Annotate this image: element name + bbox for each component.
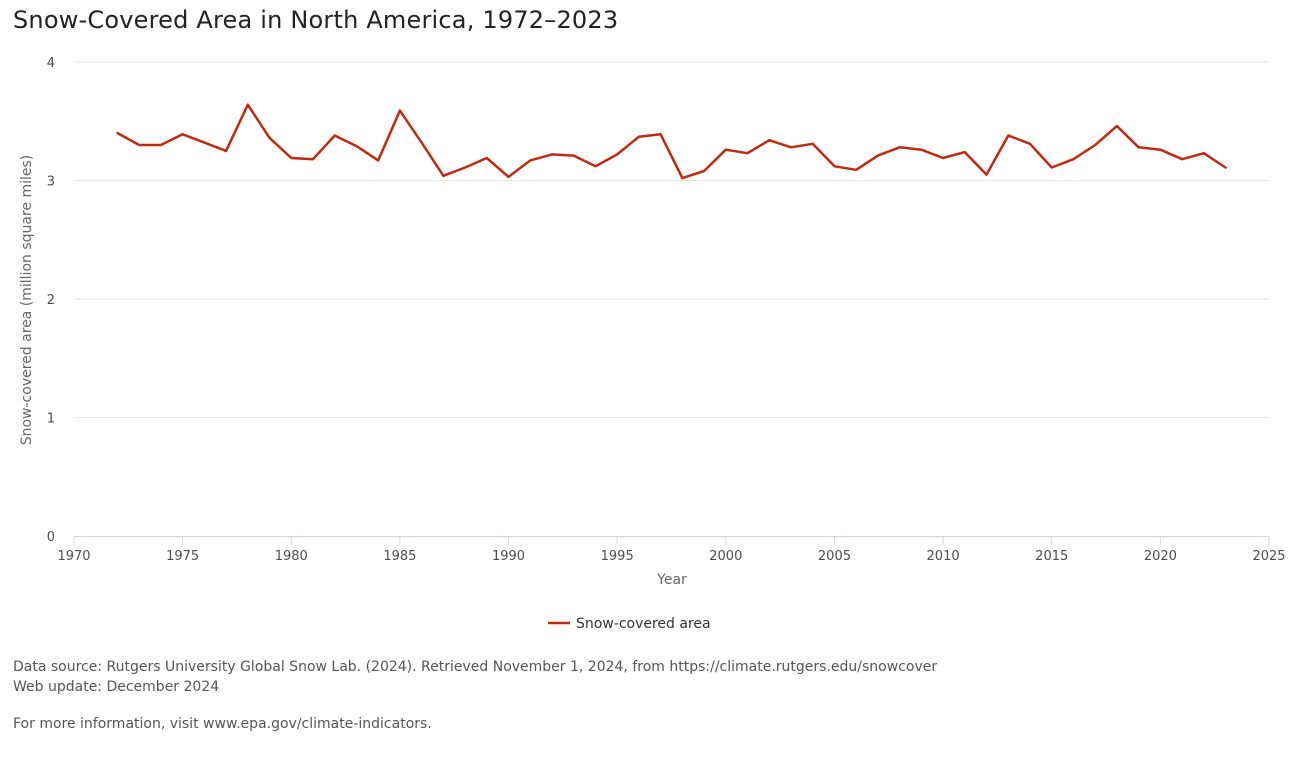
data-point[interactable] bbox=[549, 151, 555, 157]
data-point[interactable] bbox=[1049, 164, 1055, 170]
x-tick-label: 2005 bbox=[818, 549, 851, 564]
data-point[interactable] bbox=[506, 174, 512, 180]
data-point[interactable] bbox=[332, 132, 338, 138]
data-point[interactable] bbox=[223, 148, 229, 154]
data-point[interactable] bbox=[1201, 150, 1207, 156]
data-point[interactable] bbox=[658, 131, 664, 137]
data-point[interactable] bbox=[940, 155, 946, 161]
data-point[interactable] bbox=[288, 155, 294, 161]
data-point[interactable] bbox=[310, 156, 316, 162]
data-point[interactable] bbox=[875, 153, 881, 159]
data-point[interactable] bbox=[1070, 156, 1076, 162]
web-update-text: Web update: December 2024 bbox=[13, 679, 220, 695]
data-point[interactable] bbox=[1136, 144, 1142, 150]
x-tick-label: 1980 bbox=[275, 549, 308, 564]
data-point[interactable] bbox=[245, 102, 251, 108]
data-point[interactable] bbox=[419, 140, 425, 146]
y-tick-label: 0 bbox=[47, 530, 55, 545]
data-point[interactable] bbox=[527, 157, 533, 163]
gridlines bbox=[74, 61, 1269, 418]
data-point[interactable] bbox=[201, 140, 207, 146]
data-point[interactable] bbox=[788, 144, 794, 150]
x-tick-label: 2020 bbox=[1144, 549, 1177, 564]
data-point[interactable] bbox=[1157, 147, 1163, 153]
chart-title: Snow-Covered Area in North America, 1972… bbox=[13, 6, 619, 34]
x-axis: 1970 1975 1980 1985 1990 1995 2000 2005 2010 2015… bbox=[57, 536, 1286, 564]
legend[interactable]: Snow-covered area bbox=[548, 616, 711, 632]
data-point[interactable] bbox=[462, 164, 468, 170]
data-point[interactable] bbox=[592, 163, 598, 169]
data-point[interactable] bbox=[614, 151, 620, 157]
data-point[interactable] bbox=[114, 130, 120, 136]
data-point[interactable] bbox=[571, 153, 577, 159]
data-point[interactable] bbox=[679, 175, 685, 181]
x-tick-label: 1985 bbox=[383, 549, 416, 564]
more-info-text: For more information, visit www.epa.gov/… bbox=[13, 716, 432, 732]
y-axis-title: Snow-covered area (million square miles) bbox=[19, 155, 35, 446]
y-tick-label: 3 bbox=[47, 175, 55, 190]
data-point[interactable] bbox=[918, 147, 924, 153]
x-tick-label: 1995 bbox=[601, 549, 634, 564]
series-line[interactable] bbox=[116, 103, 1227, 180]
data-point[interactable] bbox=[831, 163, 837, 169]
x-tick-label: 2000 bbox=[709, 549, 742, 564]
y-tick-label: 2 bbox=[47, 293, 55, 308]
data-point[interactable] bbox=[1179, 156, 1185, 162]
data-point[interactable] bbox=[810, 141, 816, 147]
data-point[interactable] bbox=[180, 131, 186, 137]
data-source-text: Data source: Rutgers University Global S… bbox=[13, 659, 938, 675]
y-tick-label: 4 bbox=[47, 56, 55, 71]
data-point[interactable] bbox=[723, 147, 729, 153]
data-point[interactable] bbox=[1114, 123, 1120, 129]
y-tick-label: 1 bbox=[47, 412, 55, 427]
data-point[interactable] bbox=[1092, 142, 1098, 148]
data-point[interactable] bbox=[158, 142, 164, 148]
data-point[interactable] bbox=[136, 142, 142, 148]
data-point[interactable] bbox=[701, 168, 707, 174]
data-point[interactable] bbox=[1223, 164, 1229, 170]
x-tick-label: 2010 bbox=[927, 549, 960, 564]
data-point[interactable] bbox=[636, 134, 642, 140]
data-point[interactable] bbox=[440, 173, 446, 179]
data-point[interactable] bbox=[484, 155, 490, 161]
data-point[interactable] bbox=[375, 157, 381, 163]
data-point[interactable] bbox=[1005, 132, 1011, 138]
data-point[interactable] bbox=[1027, 141, 1033, 147]
data-point[interactable] bbox=[353, 143, 359, 149]
x-tick-label: 1970 bbox=[57, 549, 90, 564]
legend-label[interactable]: Snow-covered area bbox=[576, 616, 711, 632]
x-tick-label: 2025 bbox=[1252, 549, 1285, 564]
data-point[interactable] bbox=[766, 137, 772, 143]
x-tick-label: 1990 bbox=[492, 549, 525, 564]
x-tick-label: 2015 bbox=[1035, 549, 1068, 564]
y-axis: 0 1 2 3 4 bbox=[47, 56, 55, 545]
data-point[interactable] bbox=[745, 150, 751, 156]
x-axis-title: Year bbox=[656, 572, 687, 588]
line-chart: 1970 1975 1980 1985 1990 1995 2000 2005 2010 2015… bbox=[19, 56, 1286, 632]
data-point[interactable] bbox=[853, 167, 859, 173]
data-point[interactable] bbox=[397, 108, 403, 114]
data-point[interactable] bbox=[897, 144, 903, 150]
x-tick-label: 1975 bbox=[166, 549, 199, 564]
data-point[interactable] bbox=[984, 172, 990, 178]
data-point[interactable] bbox=[267, 135, 273, 141]
data-point[interactable] bbox=[962, 149, 968, 155]
series-group bbox=[114, 102, 1229, 181]
